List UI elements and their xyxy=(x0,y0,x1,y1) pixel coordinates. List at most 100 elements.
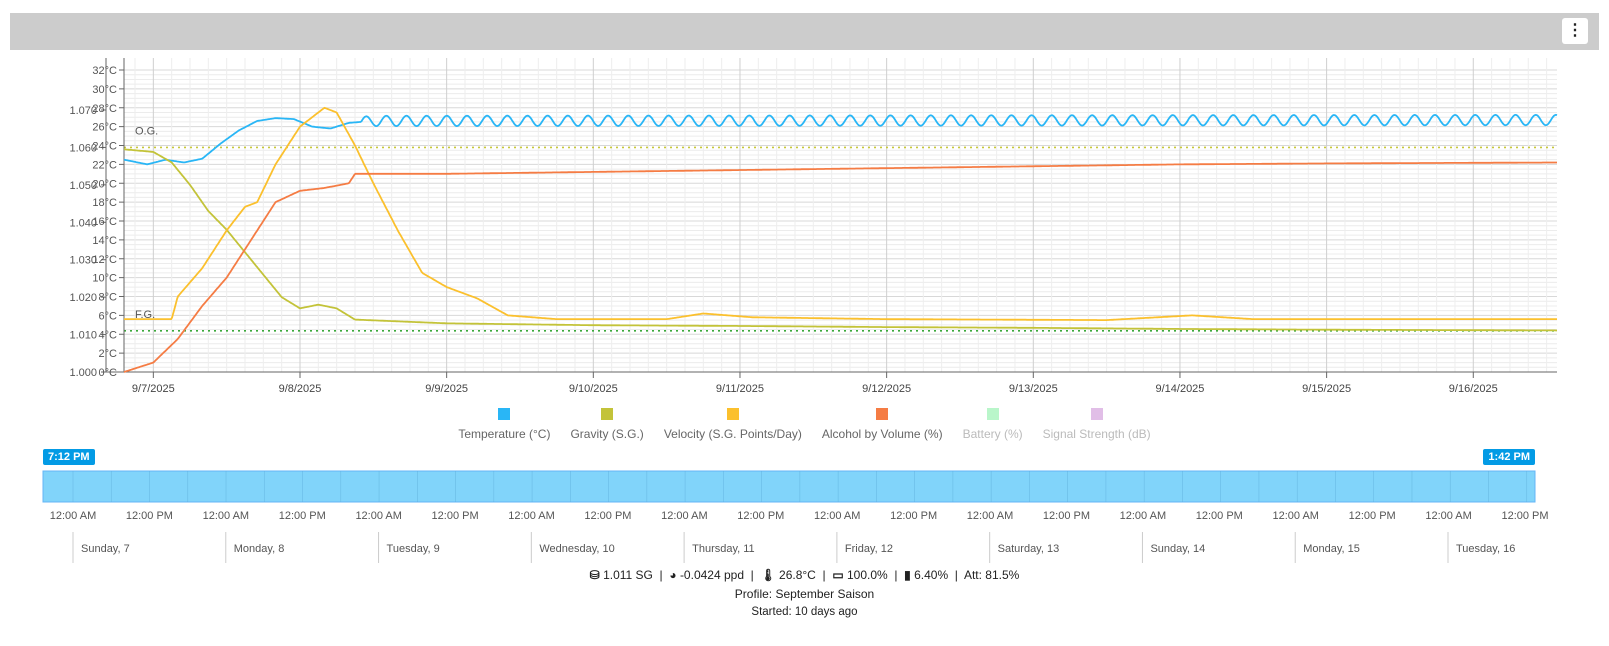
gravity-tick-label: 1.000 xyxy=(69,367,97,379)
navigator-time-label: 12:00 AM xyxy=(1272,510,1318,522)
navigator-time-label: 12:00 PM xyxy=(1043,510,1090,522)
status-panel: ⛁ 1.011 SG | ◕ -0.0424 ppd | 🌡 26.8°C | … xyxy=(0,568,1609,623)
legend-item[interactable]: Alcohol by Volume (%) xyxy=(822,408,943,443)
temperature-tick-label: 22°C xyxy=(92,159,117,171)
x-tick-label: 9/11/2025 xyxy=(716,383,764,395)
legend-label: Signal Strength (dB) xyxy=(1042,427,1151,441)
navigator-day-label: Monday, 15 xyxy=(1303,543,1360,555)
series-line-alcohol-by-volume xyxy=(123,161,1557,373)
gravity-tick-label: 1.030 xyxy=(69,255,97,267)
navigator-time-label: 12:00 AM xyxy=(508,510,554,522)
x-tick-label: 9/9/2025 xyxy=(425,383,468,395)
legend-swatch xyxy=(986,408,999,420)
range-start-handle[interactable]: 7:12 PM xyxy=(43,449,95,465)
more-vert-icon: ⋮ xyxy=(1567,22,1583,39)
x-tick-label: 9/8/2025 xyxy=(279,383,322,395)
gravity-tick-label: 1.060 xyxy=(69,142,97,154)
navigator-time-label: 12:00 PM xyxy=(1501,510,1548,522)
speedometer-icon: ◕ xyxy=(669,568,677,582)
navigator-time-label: 12:00 PM xyxy=(737,510,784,522)
x-tick-label: 9/16/2025 xyxy=(1449,383,1498,395)
temperature-tick-label: 8°C xyxy=(99,292,118,304)
navigator-time-label: 12:00 PM xyxy=(126,510,173,522)
chart-grid xyxy=(124,58,1557,373)
legend-swatch xyxy=(1090,408,1103,420)
navigator-day-label: Sunday, 14 xyxy=(1150,543,1205,555)
more-options-button[interactable]: ⋮ xyxy=(1562,18,1588,44)
temperature-tick-label: 16°C xyxy=(92,216,117,228)
gravity-tick-label: 1.040 xyxy=(69,217,97,229)
legend-item[interactable]: Gravity (S.G.) xyxy=(570,408,644,443)
legend-item[interactable]: Signal Strength (dB) xyxy=(1043,408,1151,443)
temperature-tick-label: 2°C xyxy=(99,348,118,360)
temperature-tick-label: 28°C xyxy=(92,103,117,115)
navigator-time-label: 12:00 PM xyxy=(584,510,631,522)
series-line-temperature-c xyxy=(123,113,1558,166)
beer-mug-icon: ▮ xyxy=(904,568,911,582)
navigator-range-fill xyxy=(42,470,1536,503)
legend-swatch xyxy=(876,408,889,420)
series-line-velocity-s-g-points-day xyxy=(124,106,1557,321)
navigator-time-label: 12:00 AM xyxy=(50,510,96,522)
x-tick-label: 9/13/2025 xyxy=(1009,383,1058,395)
navigator-day-label: Tuesday, 9 xyxy=(387,543,440,555)
temperature-tick-label: 6°C xyxy=(99,310,118,322)
status-attenuation: Att: 81.5% xyxy=(963,568,1020,582)
gravity-tick-label: 1.070 xyxy=(69,105,97,117)
status-velocity: -0.0424 ppd xyxy=(679,568,744,582)
navigator-time-label: 12:00 PM xyxy=(1196,510,1243,522)
gravity-tick-label: 1.010 xyxy=(69,330,97,342)
series-line-gravity-s-g xyxy=(123,148,1557,332)
status-temperature: 26.8°C xyxy=(779,568,816,582)
thermometer-icon: 🌡 xyxy=(760,568,776,582)
navigator-day-label: Tuesday, 16 xyxy=(1456,543,1515,555)
temperature-tick-label: 20°C xyxy=(92,178,117,190)
status-gravity: 1.011 SG xyxy=(603,568,653,582)
legend-item[interactable]: Battery (%) xyxy=(963,408,1023,443)
gravity-tick-label: 1.020 xyxy=(69,292,97,304)
x-tick-label: 9/10/2025 xyxy=(569,383,618,395)
legend-item[interactable]: Temperature (°C) xyxy=(458,408,550,443)
navigator-time-label: 12:00 PM xyxy=(279,510,326,522)
navigator-time-label: 12:00 AM xyxy=(967,510,1013,522)
navigator-day-label: Monday, 8 xyxy=(234,543,285,555)
legend-label: Gravity (S.G.) xyxy=(570,427,644,441)
temperature-tick-label: 12°C xyxy=(92,254,117,266)
temperature-tick-label: 30°C xyxy=(92,84,117,96)
reference-line-label: O.G. xyxy=(135,125,158,137)
navigator-time-label: 12:00 AM xyxy=(814,510,860,522)
navigator-time-label: 12:00 PM xyxy=(890,510,937,522)
chart-axes: 1.000 1.010 1.020 1.030 1.040 1.050 1.060 1.070… xyxy=(69,58,1557,395)
temperature-tick-label: 14°C xyxy=(92,235,117,247)
navigator-day-label: Wednesday, 10 xyxy=(539,543,614,555)
navigator-time-label: 12:00 PM xyxy=(432,510,479,522)
battery-icon: ▭ xyxy=(832,568,844,582)
legend-label: Velocity (S.G. Points/Day) xyxy=(663,427,802,441)
navigator-day-label: Friday, 12 xyxy=(845,543,893,555)
x-tick-label: 9/12/2025 xyxy=(862,383,911,395)
status-abv: 6.40% xyxy=(914,568,949,582)
navigator-time-label: 12:00 AM xyxy=(1425,510,1471,522)
range-end-handle[interactable]: 1:42 PM xyxy=(1483,449,1535,465)
reference-lines: O.G. F.G. xyxy=(124,125,1557,332)
x-tick-label: 9/15/2025 xyxy=(1302,383,1351,395)
temperature-tick-label: 4°C xyxy=(99,329,118,341)
navigator-time-label: 12:00 AM xyxy=(661,510,707,522)
status-line: ⛁ 1.011 SG | ◕ -0.0424 ppd | 🌡 26.8°C | … xyxy=(589,568,1020,582)
navigator-body: 12:00 AM 12:00 PM 12:00 AM 12:00 PM 12:00 AM… xyxy=(42,470,1549,563)
temperature-tick-label: 18°C xyxy=(92,197,117,209)
x-tick-label: 9/7/2025 xyxy=(132,383,175,395)
navigator-time-label: 12:00 AM xyxy=(203,510,249,522)
status-started: Started: 10 days ago xyxy=(751,606,858,618)
legend-label: Temperature (°C) xyxy=(458,427,551,441)
temperature-tick-label: 10°C xyxy=(92,273,117,285)
chart-series xyxy=(123,106,1558,373)
legend-item[interactable]: Velocity (S.G. Points/Day) xyxy=(664,408,802,443)
navigator-day-label: Sunday, 7 xyxy=(81,543,130,555)
x-tick-label: 9/14/2025 xyxy=(1155,383,1204,395)
chart-legend: Temperature (°C) Gravity (S.G.) Velocity (… xyxy=(0,408,1609,443)
legend-swatch xyxy=(498,408,511,420)
gravity-tick-label: 1.050 xyxy=(69,180,97,192)
navigator-time-label: 12:00 PM xyxy=(1349,510,1396,522)
top-bar: ⋮ xyxy=(10,13,1599,50)
